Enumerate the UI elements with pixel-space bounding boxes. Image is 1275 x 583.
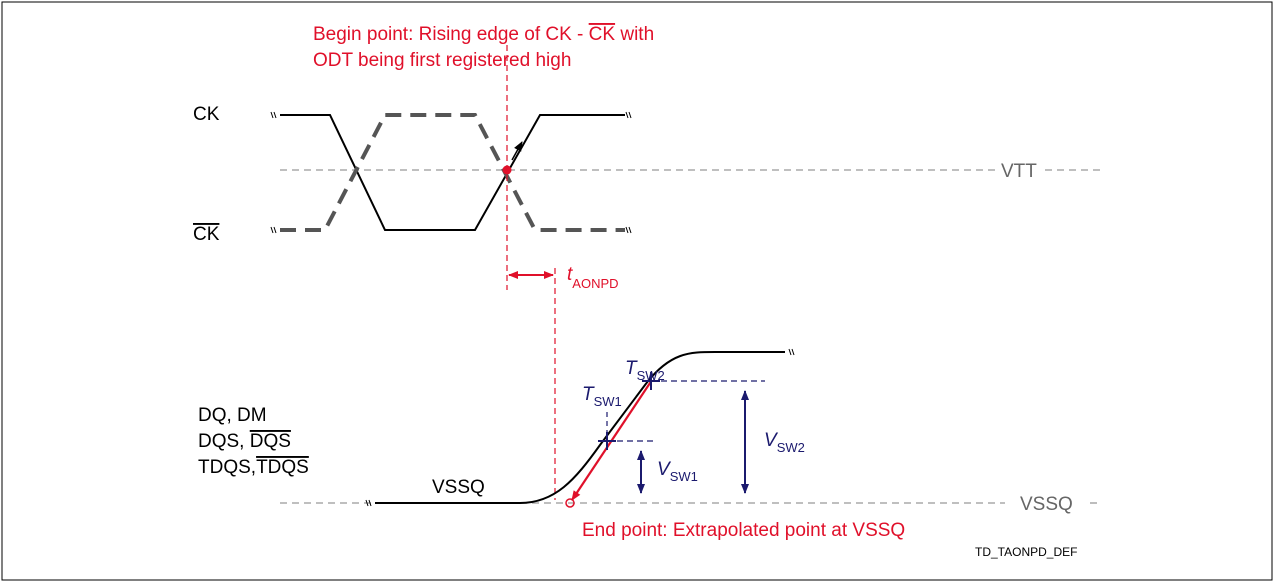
ck-wave <box>280 114 625 231</box>
vtt-label: VTT <box>1001 161 1037 182</box>
measurement-lines <box>598 372 765 494</box>
vssq-low-label: VSSQ <box>432 477 485 498</box>
ck-bar-label: CK <box>193 224 220 245</box>
ck-bar-wave <box>280 113 625 232</box>
t-label: tAONPD <box>567 264 619 291</box>
end-dot <box>565 498 575 508</box>
dqs-label: DQS, DQS <box>198 431 291 452</box>
tdqs-label: TDQS,TDQS <box>198 457 309 478</box>
dq-wave <box>375 351 785 504</box>
begin-text: Begin point: Rising edge of CK - CK with <box>313 24 654 45</box>
vsw1-label: VSW1 <box>657 459 698 484</box>
vsw2-label: VSW2 <box>764 430 805 455</box>
tsw1-label: TSW1 <box>582 384 622 409</box>
figure-id: TD_TAONPD_DEF <box>975 545 1077 559</box>
begin-dot <box>502 165 512 175</box>
break-marks <box>270 111 795 507</box>
end-text: End point: Extrapolated point at VSSQ <box>582 520 905 541</box>
dq-label: DQ, DM <box>198 405 267 426</box>
tsw2-label: TSW2 <box>625 358 665 383</box>
ck-label: CK <box>193 104 220 125</box>
vssq-label: VSSQ <box>1020 494 1073 515</box>
edge-arrow <box>511 141 523 161</box>
begin-text: ODT being first registered high <box>313 50 571 71</box>
